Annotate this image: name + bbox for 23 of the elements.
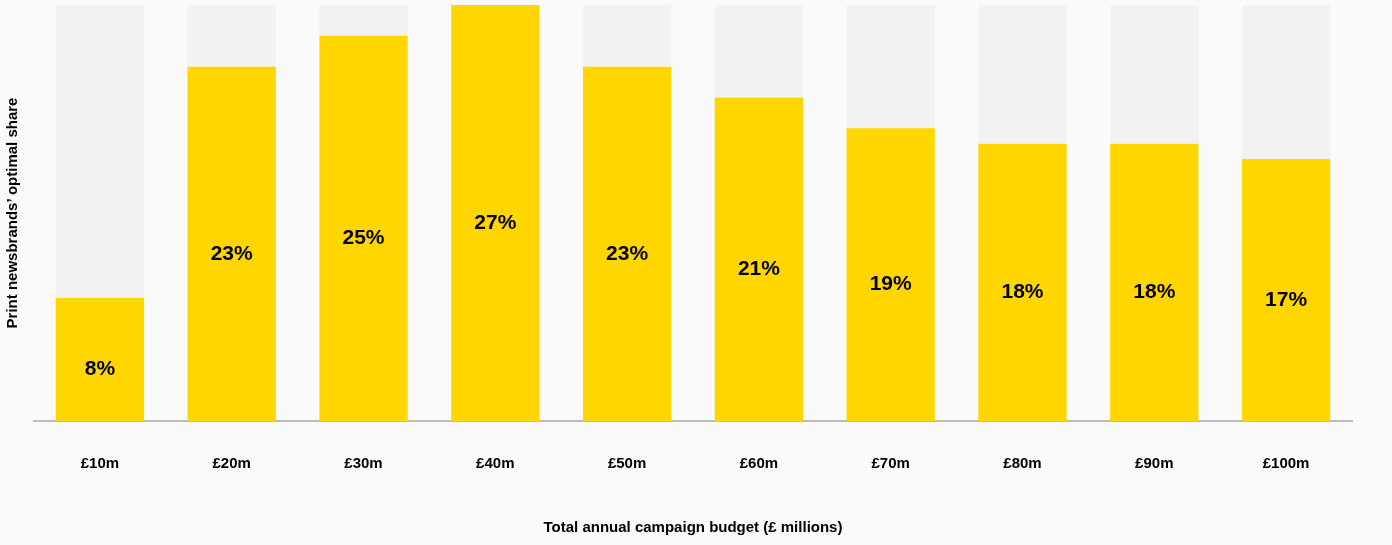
bar xyxy=(451,5,540,421)
data-label: 19% xyxy=(869,271,913,295)
x-tick-label: £80m xyxy=(1003,454,1042,472)
x-tick-label: £60m xyxy=(739,454,779,472)
x-axis-title: Total annual campaign budget (£ millions) xyxy=(543,518,843,536)
x-tick-label: £70m xyxy=(871,454,910,472)
x-tick-label: £20m xyxy=(212,454,251,472)
data-label: 18% xyxy=(1001,279,1044,303)
data-label: 23% xyxy=(606,240,649,264)
x-tick-label: £90m xyxy=(1135,454,1174,472)
x-tick-label: £50m xyxy=(607,454,647,472)
y-axis-title: Print newsbrands’ optimal share xyxy=(3,97,21,329)
x-tick-label: £40m xyxy=(476,454,515,472)
data-label: 8% xyxy=(84,356,116,380)
data-label: 18% xyxy=(1133,279,1176,303)
data-label: 23% xyxy=(210,240,254,264)
x-tick-label: £100m xyxy=(1262,454,1310,472)
data-label: 17% xyxy=(1265,286,1308,310)
data-label: 25% xyxy=(342,225,385,249)
x-tick-label: £30m xyxy=(344,454,383,472)
data-label: 27% xyxy=(474,209,517,233)
data-label: 21% xyxy=(737,256,781,280)
x-tick-label: £10m xyxy=(80,454,120,472)
